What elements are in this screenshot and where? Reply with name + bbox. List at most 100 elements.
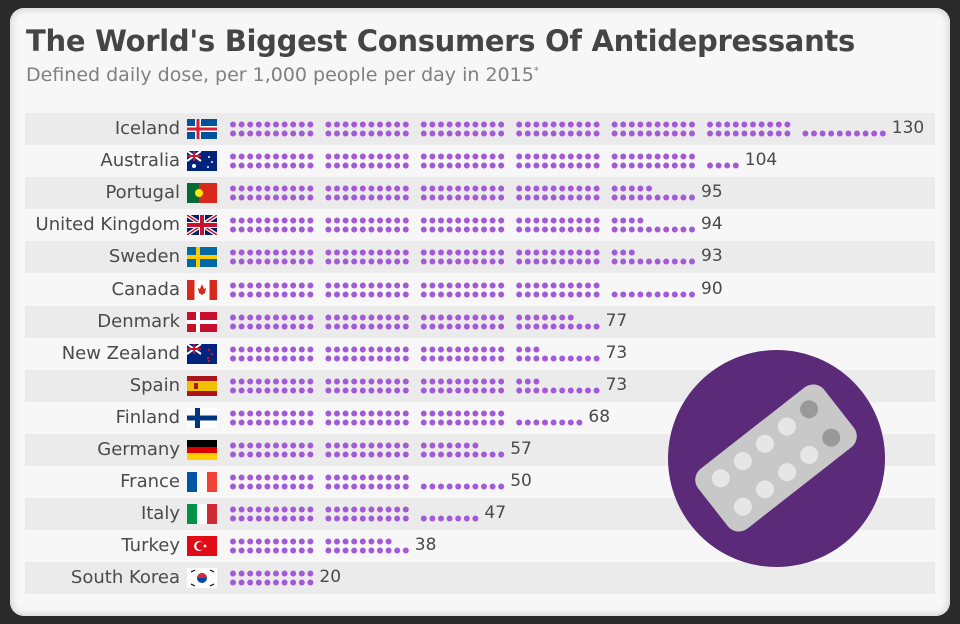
dot-mark (611, 226, 618, 233)
dot-mark (498, 282, 505, 288)
dot-mark (637, 291, 644, 297)
dot-mark (420, 162, 427, 169)
dot-mark (559, 419, 566, 426)
dot-mark (359, 378, 366, 385)
dot-mark (238, 162, 245, 169)
dot-mark (377, 249, 383, 256)
dot-mark (298, 378, 305, 385)
dot-mark (238, 355, 245, 362)
dot-mark (489, 282, 496, 288)
dot-mark (429, 323, 436, 330)
dot-mark (498, 291, 505, 297)
dot-mark (255, 570, 262, 577)
dot-mark (394, 217, 401, 224)
dot-mark (264, 194, 271, 201)
dot-mark (307, 130, 314, 137)
dot-mark (420, 153, 427, 160)
dot-mark (455, 515, 462, 522)
dot-mark (593, 258, 600, 265)
dot-mark (385, 442, 392, 449)
dot-mark (550, 291, 557, 297)
dot-mark (542, 282, 548, 288)
dot-mark (334, 194, 340, 201)
dot-mark (230, 323, 236, 330)
dot-mark (264, 387, 271, 394)
dot-mark (334, 291, 340, 297)
dot-mark (247, 419, 254, 426)
dot-mark (385, 515, 392, 522)
dot-mark (516, 249, 523, 256)
flag-icon (187, 151, 217, 172)
dot-mark (767, 130, 774, 137)
dot-mark (281, 314, 288, 321)
dot-mark (351, 162, 358, 169)
dot-mark (463, 346, 470, 353)
dot-mark (429, 515, 436, 522)
dot-mark (758, 121, 765, 128)
dot-mark (637, 217, 644, 224)
dot-mark (576, 226, 583, 233)
dot-mark (671, 291, 678, 297)
dot-mark (646, 194, 652, 201)
dot-mark (446, 226, 453, 233)
dot-mark (620, 217, 627, 224)
dot-mark (273, 355, 279, 362)
dot-mark (377, 226, 383, 233)
dot-mark (628, 226, 635, 233)
flag-icon (187, 215, 217, 236)
dot-mark (264, 570, 271, 577)
dot-mark (377, 378, 383, 385)
dot-mark (247, 442, 254, 449)
dot-mark (368, 323, 375, 330)
dot-mark (368, 153, 375, 160)
dot-mark (489, 419, 496, 426)
dot-mark (255, 249, 262, 256)
dot-mark (273, 323, 279, 330)
dot-mark (498, 226, 505, 233)
dot-mark (377, 419, 383, 426)
dot-mark (680, 258, 687, 265)
dot-mark (264, 282, 271, 288)
dot-mark (307, 547, 314, 554)
dot-mark (273, 506, 279, 513)
dot-mark (273, 162, 279, 169)
dot-mark (230, 387, 236, 394)
dot-mark (290, 355, 297, 362)
dot-mark (325, 323, 332, 330)
dot-mark (550, 130, 557, 137)
dot-mark (385, 314, 392, 321)
dot-mark (307, 570, 314, 577)
dot-mark (298, 194, 305, 201)
dot-mark (775, 121, 782, 128)
dot-mark (290, 474, 297, 481)
dot-mark (472, 410, 479, 417)
dot-mark (845, 130, 852, 137)
flag-icon (187, 536, 217, 557)
dot-mark (298, 153, 305, 160)
dot-bar (230, 442, 505, 458)
dot-mark (559, 314, 566, 321)
dot-mark (550, 355, 557, 362)
dot-mark (472, 121, 479, 128)
dot-mark (290, 419, 297, 426)
dot-mark (585, 153, 591, 160)
dot-mark (368, 185, 375, 192)
dot-mark (654, 121, 661, 128)
dot-mark (255, 291, 262, 297)
dot-mark (576, 355, 583, 362)
dot-mark (273, 378, 279, 385)
dot-mark (238, 217, 245, 224)
dot-mark (724, 121, 731, 128)
dot-mark (559, 258, 566, 265)
dot-mark (351, 451, 358, 458)
dot-mark (498, 378, 505, 385)
dot-mark (438, 162, 444, 169)
dot-mark (325, 194, 332, 201)
dot-mark (325, 474, 332, 481)
dot-mark (368, 451, 375, 458)
dot-mark (593, 162, 600, 169)
dot-mark (628, 121, 635, 128)
dot-mark (264, 226, 271, 233)
dot-mark (455, 226, 462, 233)
dot-mark (420, 378, 427, 385)
